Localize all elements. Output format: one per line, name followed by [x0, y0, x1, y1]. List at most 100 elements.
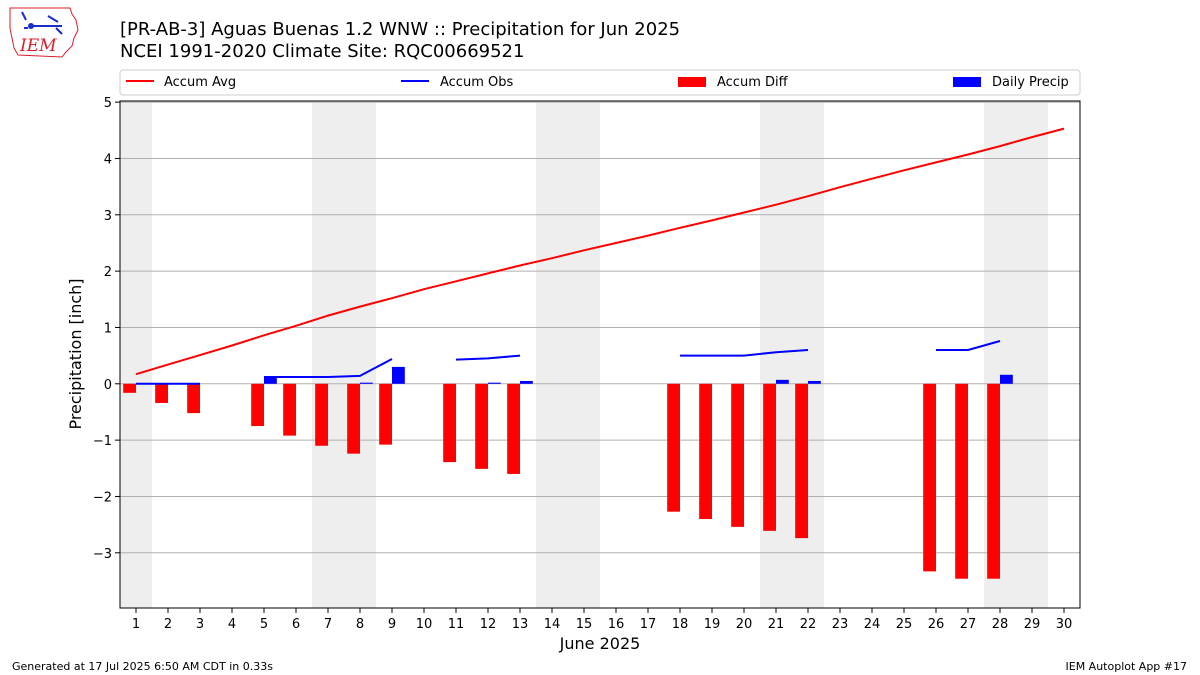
legend-swatch-daily-precip — [953, 77, 981, 87]
weekend-shading — [120, 101, 1048, 608]
accum-diff-bar — [955, 383, 968, 579]
accum-diff-bar — [347, 383, 360, 454]
x-tick-label: 28 — [992, 617, 1009, 632]
weekend-band-3 — [760, 101, 824, 608]
x-tick-label: 14 — [544, 617, 561, 632]
iem-logo: IEM — [9, 7, 79, 58]
weekend-band-1 — [312, 101, 376, 608]
x-tick-label: 27 — [960, 617, 977, 632]
weekend-band-0 — [120, 101, 152, 608]
x-tick-label: 23 — [832, 617, 849, 632]
accum-obs-line — [264, 358, 393, 378]
legend-label-daily-precip: Daily Precip — [992, 75, 1069, 90]
logo-text: IEM — [19, 36, 57, 56]
x-tick-label: 12 — [480, 617, 497, 632]
legend: Accum Avg Accum Obs Accum Diff Daily Pre… — [119, 69, 1081, 96]
x-tick-label: 18 — [672, 617, 689, 632]
legend-swatch-accum-diff — [678, 77, 706, 87]
accum-diff-bar — [763, 383, 776, 531]
accum-diff-bar — [987, 383, 1000, 579]
x-axis-label: June 2025 — [559, 634, 641, 653]
daily-precip-bar — [1000, 374, 1013, 384]
accum-diff-bar — [667, 383, 680, 512]
y-tick-label: −1 — [93, 434, 112, 449]
accum-diff-bar — [923, 383, 936, 572]
footer-generated: Generated at 17 Jul 2025 6:50 AM CDT in … — [12, 660, 273, 673]
x-tick-label: 1 — [132, 617, 140, 632]
x-tick-label: 24 — [864, 617, 881, 632]
x-tick-label: 2 — [164, 617, 172, 632]
y-tick-label: 0 — [104, 378, 112, 393]
accum-diff-bar — [795, 383, 808, 539]
y-tick-label: 4 — [104, 152, 112, 167]
y-tick-label: −2 — [93, 490, 112, 505]
x-tick-label: 4 — [228, 617, 236, 632]
y-axis-ticks: −3 −2 −1 0 1 2 3 4 5 — [93, 96, 120, 562]
x-tick-label: 26 — [928, 617, 945, 632]
plot-frame — [119, 100, 1081, 609]
x-tick-label: 6 — [292, 617, 300, 632]
accum-diff-bar — [187, 383, 200, 414]
accum-diff-bar — [475, 383, 488, 469]
accum-avg-line — [135, 127, 1065, 376]
bars — [123, 366, 1013, 579]
weather-symbols-icon — [21, 11, 63, 35]
x-tick-label: 13 — [512, 617, 529, 632]
y-tick-label: −3 — [93, 547, 112, 562]
weekend-band-2 — [536, 101, 600, 608]
x-tick-label: 17 — [640, 617, 657, 632]
x-tick-label: 29 — [1024, 617, 1041, 632]
footer-app-id: IEM Autoplot App #17 — [1066, 660, 1188, 673]
x-tick-label: 16 — [608, 617, 625, 632]
accum-diff-bar — [731, 383, 744, 527]
y-tick-label: 3 — [104, 209, 112, 224]
x-tick-label: 3 — [196, 617, 204, 632]
gridlines — [120, 101, 1080, 554]
x-tick-label: 22 — [800, 617, 817, 632]
y-tick-label: 2 — [104, 265, 112, 280]
y-tick-label: 1 — [104, 321, 112, 336]
accum-diff-bar — [315, 383, 328, 446]
daily-precip-bar — [392, 366, 405, 384]
y-tick-label: 5 — [104, 96, 112, 111]
daily-precip-bar — [520, 380, 533, 384]
x-tick-label: 10 — [416, 617, 433, 632]
accum-diff-bar — [507, 383, 520, 474]
accum-obs-line — [455, 354, 521, 361]
legend-label-accum-diff: Accum Diff — [717, 75, 789, 90]
legend-label-accum-avg: Accum Avg — [164, 75, 236, 90]
legend-frame — [119, 69, 1081, 96]
x-tick-label: 19 — [704, 617, 721, 632]
x-tick-label: 7 — [324, 617, 332, 632]
x-tick-label: 5 — [260, 617, 268, 632]
chart-title: [PR-AB-3] Aguas Buenas 1.2 WNW :: Precip… — [120, 19, 680, 40]
x-tick-label: 25 — [896, 617, 913, 632]
x-tick-label: 11 — [448, 617, 465, 632]
lines — [135, 127, 1065, 385]
x-tick-label: 8 — [356, 617, 364, 632]
legend-label-accum-obs: Accum Obs — [440, 75, 513, 90]
daily-precip-bar — [264, 377, 277, 384]
accum-obs-line — [680, 349, 809, 357]
chart-subtitle: NCEI 1991-2020 Climate Site: RQC00669521 — [120, 41, 524, 62]
x-tick-label: 21 — [768, 617, 785, 632]
x-tick-label: 9 — [388, 617, 396, 632]
accum-diff-bar — [155, 383, 168, 403]
station-dot-icon — [28, 23, 34, 29]
accum-diff-bar — [443, 383, 456, 463]
x-axis-ticks: 1 2 3 4 5 6 7 8 9 10 11 12 13 14 15 16 17 18 19 20 21 22 23 24 2… — [132, 608, 1072, 632]
accum-diff-bar — [251, 383, 264, 427]
daily-precip-bar — [808, 380, 821, 384]
accum-diff-bar — [379, 383, 392, 445]
y-axis-label: Precipitation [inch] — [66, 278, 85, 429]
accum-obs-line — [936, 340, 1001, 351]
daily-precip-bar — [360, 382, 373, 384]
x-tick-label: 15 — [576, 617, 593, 632]
accum-diff-bar — [123, 383, 136, 393]
daily-precip-bar — [776, 379, 789, 384]
x-tick-label: 30 — [1056, 617, 1073, 632]
accum-diff-bar — [699, 383, 712, 519]
iowa-state-outline — [9, 7, 79, 58]
x-tick-label: 20 — [736, 617, 753, 632]
